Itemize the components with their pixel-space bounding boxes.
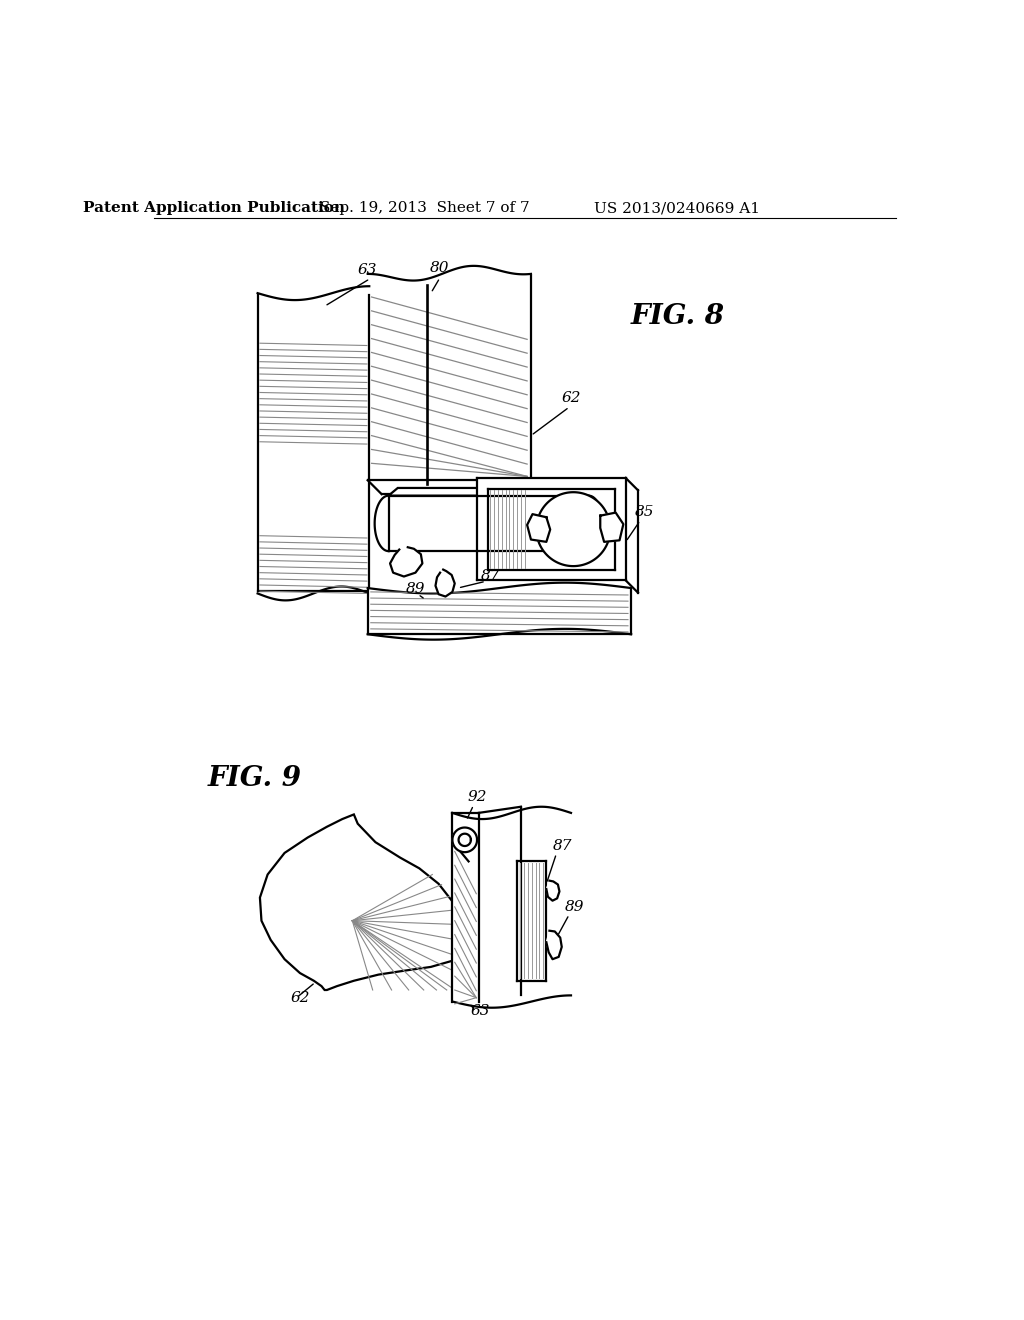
Polygon shape (390, 548, 422, 577)
Polygon shape (517, 861, 547, 981)
Text: Sep. 19, 2013  Sheet 7 of 7: Sep. 19, 2013 Sheet 7 of 7 (319, 202, 529, 215)
Polygon shape (600, 512, 624, 543)
Text: 87: 87 (553, 840, 572, 853)
Polygon shape (388, 488, 598, 496)
Polygon shape (435, 570, 455, 597)
Text: 62: 62 (291, 990, 310, 1005)
Text: 87: 87 (481, 569, 501, 582)
Text: 63: 63 (357, 263, 377, 277)
Text: 63: 63 (471, 1003, 490, 1018)
Polygon shape (368, 275, 531, 480)
Text: 89: 89 (407, 582, 426, 597)
Polygon shape (537, 492, 610, 566)
Polygon shape (453, 813, 478, 1002)
Text: US 2013/0240669 A1: US 2013/0240669 A1 (594, 202, 760, 215)
Text: FIG. 8: FIG. 8 (631, 302, 725, 330)
Polygon shape (477, 478, 626, 581)
Text: 89: 89 (565, 900, 585, 915)
Polygon shape (453, 828, 477, 853)
Polygon shape (368, 589, 631, 635)
Text: FIG. 9: FIG. 9 (208, 764, 301, 792)
Polygon shape (527, 515, 550, 543)
Polygon shape (547, 880, 559, 900)
Polygon shape (547, 931, 562, 960)
Text: Patent Application Publication: Patent Application Publication (83, 202, 345, 215)
Text: 62: 62 (562, 391, 582, 405)
Text: 85: 85 (635, 506, 654, 520)
Polygon shape (388, 496, 589, 552)
Polygon shape (258, 293, 370, 594)
Polygon shape (260, 814, 462, 990)
Text: 80: 80 (429, 261, 449, 276)
Text: 92: 92 (468, 791, 487, 804)
